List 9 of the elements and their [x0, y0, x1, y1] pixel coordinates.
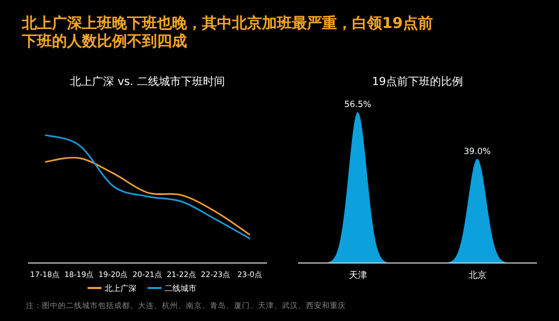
chart-subtitle: 北上广深 vs. 二线城市下班时间: [70, 75, 225, 88]
legend-label: 北上广深: [104, 284, 136, 293]
data-label: 39.0%: [464, 146, 491, 157]
chart-title: 北上广深上班晚下班也晚，其中北京加班最严重，白领19点前下班的人数比例不到四成: [21, 14, 433, 50]
data-label: 56.5%: [344, 100, 372, 110]
legend-label: 二线城市: [164, 284, 196, 293]
text: 19点前下班的比例: [372, 75, 463, 88]
category-label: 北京: [468, 270, 486, 281]
category-label: 天津: [348, 270, 367, 281]
